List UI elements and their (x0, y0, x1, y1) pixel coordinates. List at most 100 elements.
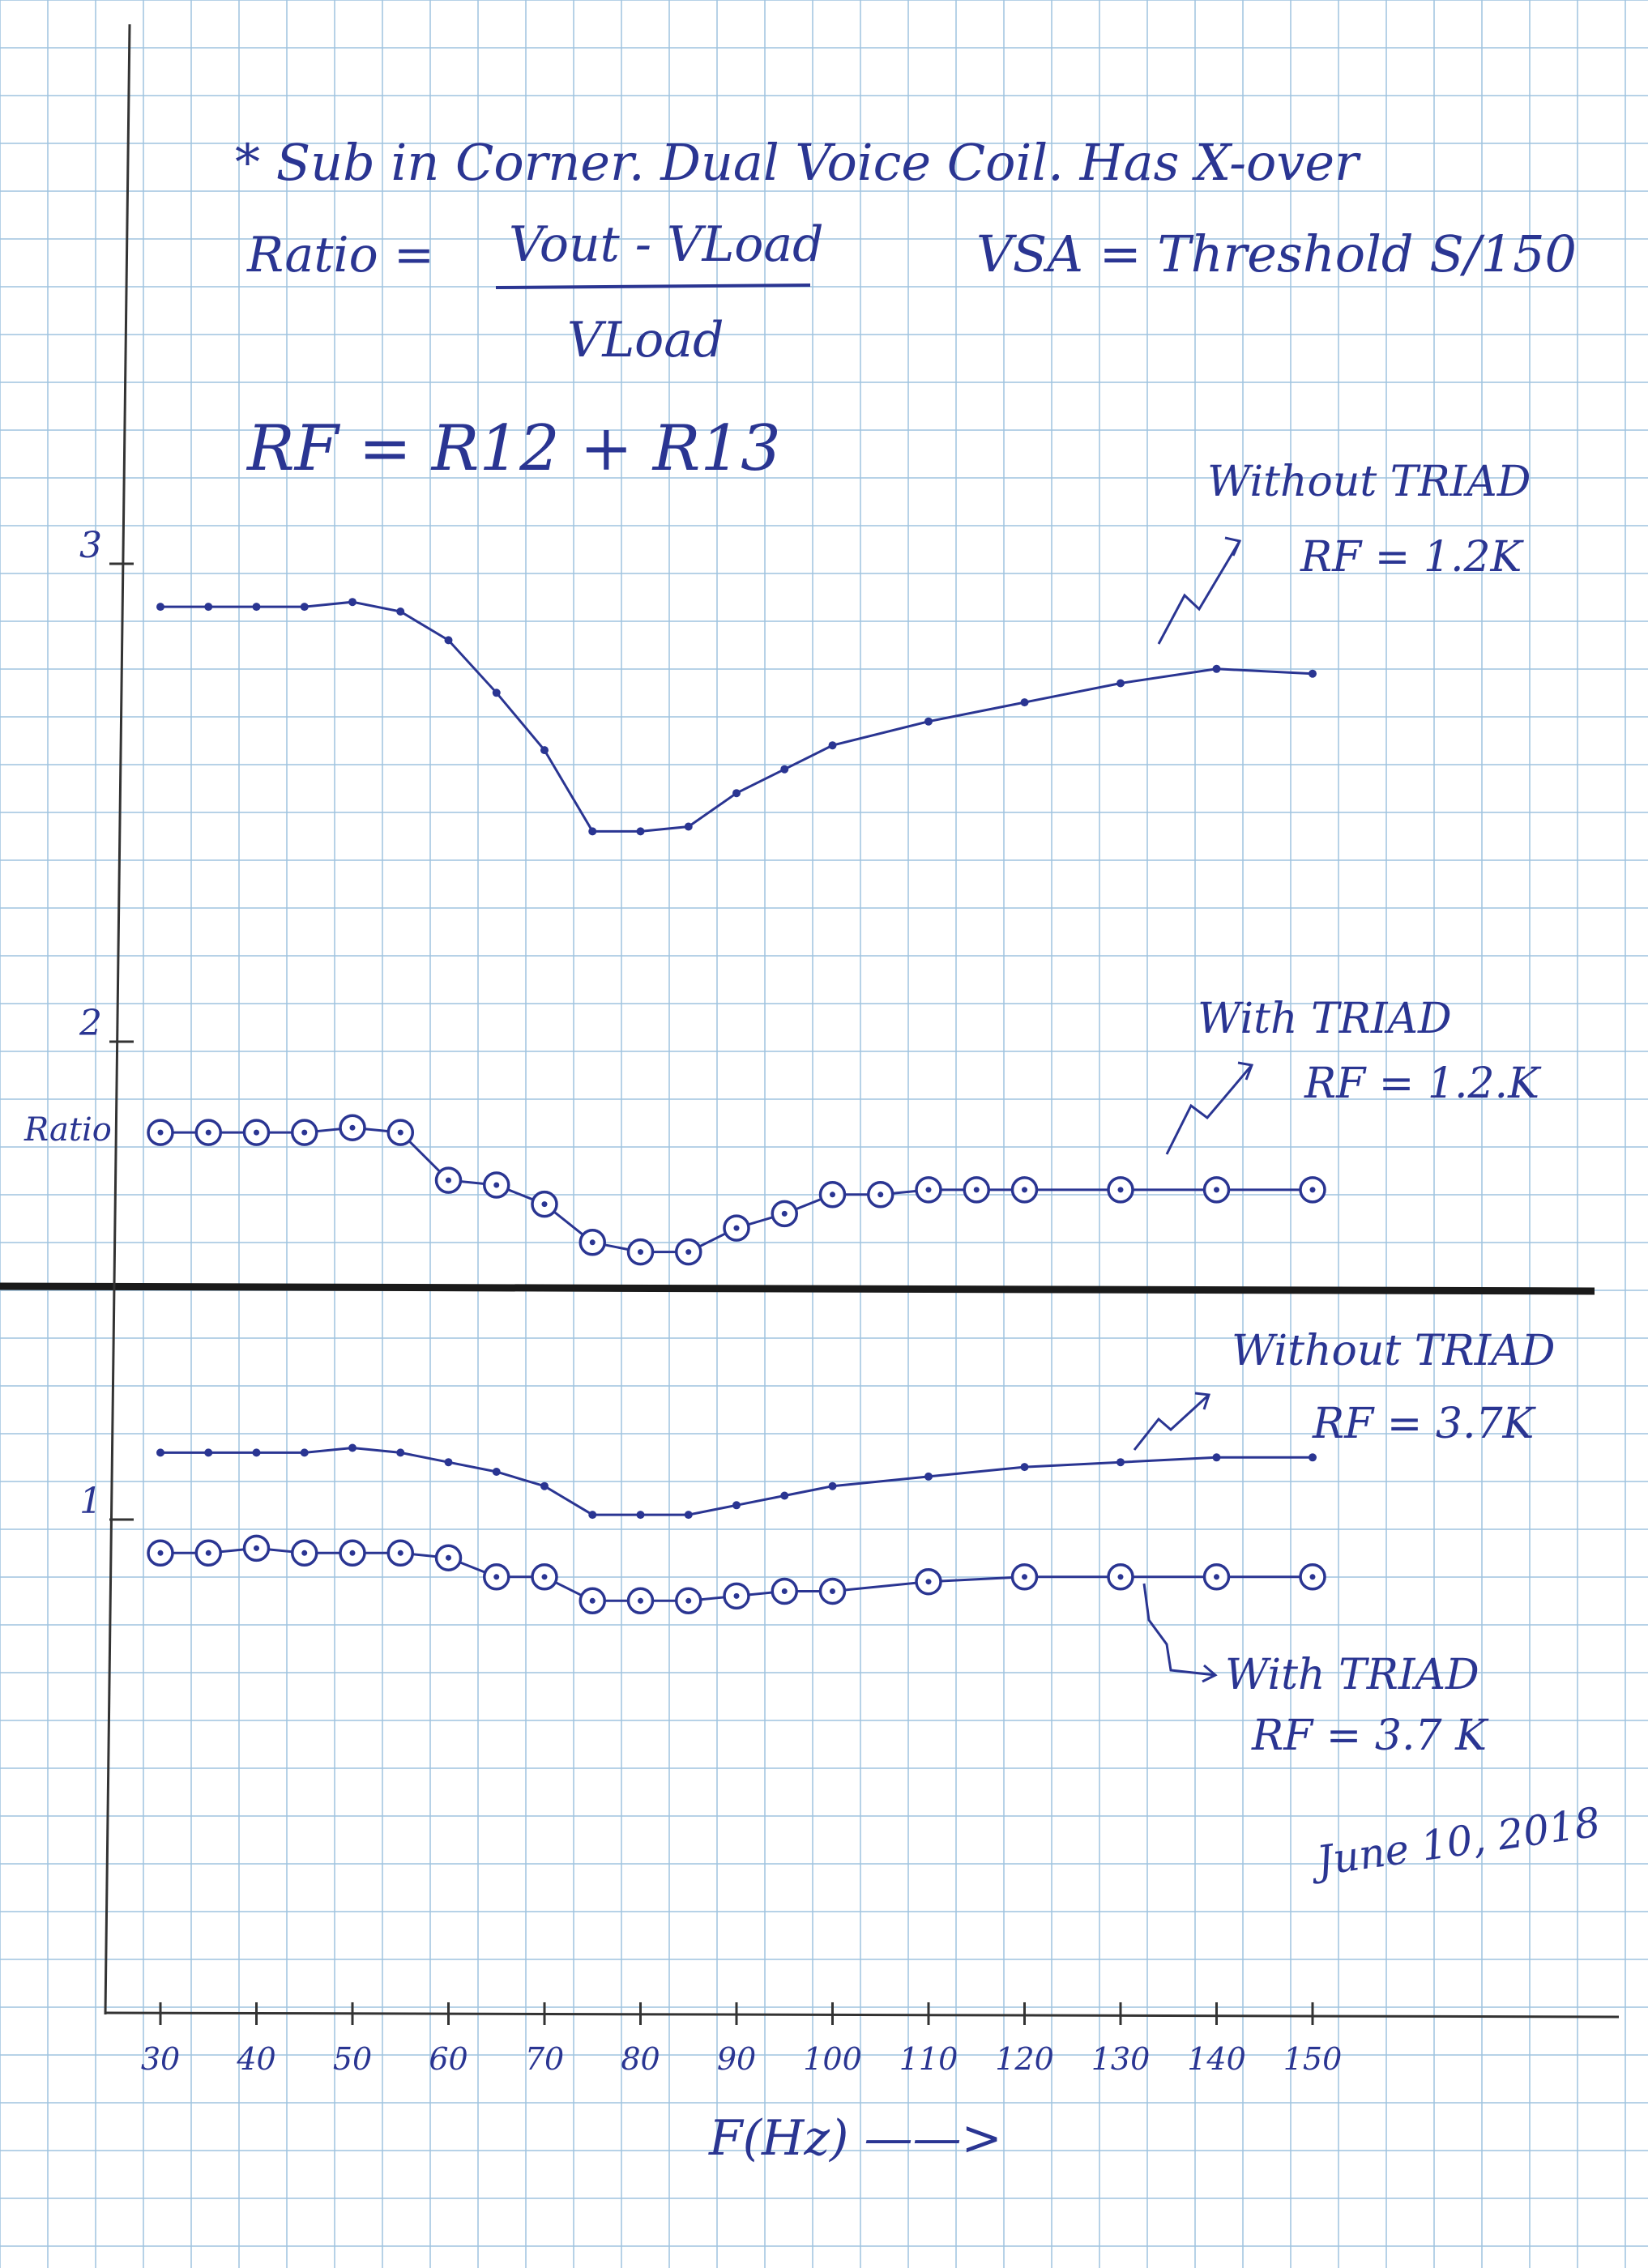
data-point-center (733, 1225, 740, 1231)
data-point-center (1117, 1574, 1124, 1580)
data-point (156, 603, 164, 612)
x-tick-label: 30 (141, 2041, 180, 2077)
data-point (156, 1448, 164, 1457)
label-rf-3: RF = 3.7K (1312, 1400, 1537, 1448)
data-point-center (205, 1129, 211, 1136)
data-point-center (1022, 1187, 1027, 1193)
data-point (444, 1458, 453, 1467)
data-point-center (1214, 1187, 1219, 1193)
data-point-center (877, 1192, 884, 1198)
arrow-with-triad-1 (1165, 1064, 1253, 1155)
data-point (300, 1448, 309, 1457)
data-point-center (925, 1579, 932, 1585)
arrow-without-triad-1 (1157, 540, 1241, 645)
data-point (300, 603, 309, 612)
data-point (1309, 1453, 1317, 1462)
arrow-with-triad-2 (1142, 1583, 1216, 1677)
label-with-triad-1: With TRIAD (1198, 995, 1452, 1043)
ratio-denominator: VLoad (567, 312, 724, 369)
data-point (1116, 1458, 1125, 1467)
data-point-center (254, 1545, 259, 1551)
label-rf-4: RF = 3.7 K (1251, 1712, 1489, 1760)
data-point-center (589, 1597, 596, 1604)
series-line-1 (160, 600, 1313, 833)
data-point-center (301, 1550, 308, 1556)
x-tick-label: 80 (621, 2041, 660, 2077)
x-tick-label: 130 (1091, 2041, 1151, 2077)
data-point-center (541, 1574, 548, 1580)
data-point (204, 1448, 213, 1457)
data-point (1212, 664, 1221, 673)
data-point-center (1214, 1574, 1219, 1580)
series-line-2 (160, 1126, 1313, 1254)
data-point (1020, 698, 1029, 707)
data-point (252, 603, 261, 612)
ratio-numerator: Vout - VLoad (509, 216, 824, 273)
data-point (204, 603, 213, 612)
label-rf-2: RF = 1.2.K (1304, 1059, 1542, 1108)
data-point (780, 1491, 789, 1500)
data-point-center (589, 1239, 596, 1246)
data-point (684, 822, 693, 831)
data-point-center (541, 1201, 548, 1208)
data-point-center (349, 1124, 356, 1131)
data-point-center (781, 1210, 788, 1217)
data-point (732, 1501, 741, 1510)
rf-formula: RF = R12 + R13 (245, 412, 781, 485)
x-tick-label: 40 (236, 2041, 275, 2077)
data-point-center (397, 1129, 403, 1136)
date-note: June 10, 2018 (1307, 1798, 1603, 1886)
x-tick-label: 90 (717, 2041, 756, 2077)
vsa-note: VSA = Threshold S/150 (976, 224, 1577, 284)
y-tick-label: 3 (79, 525, 102, 566)
x-axis (105, 2011, 1620, 2019)
data-point-center (733, 1592, 740, 1599)
data-point-center (925, 1187, 932, 1193)
data-point (1309, 669, 1317, 678)
data-point-center (157, 1129, 164, 1136)
data-point-center (638, 1249, 643, 1256)
data-point-center (781, 1588, 788, 1594)
x-axis-label: F(Hz) ——> (708, 2110, 1002, 2167)
x-tick-label: 60 (429, 2041, 468, 2077)
data-point (348, 1443, 356, 1452)
data-point-center (830, 1192, 835, 1198)
data-point (924, 717, 933, 726)
data-point (252, 1448, 261, 1457)
data-point-center (446, 1554, 451, 1561)
data-point-center (1022, 1574, 1027, 1580)
data-point (588, 827, 597, 836)
y-tick-label: 2 (79, 1003, 102, 1044)
data-point (828, 1481, 837, 1490)
fraction-bar (495, 284, 811, 289)
x-tick-label: 70 (525, 2041, 564, 2077)
data-point-center (349, 1550, 356, 1556)
data-point (1116, 679, 1125, 688)
data-point (540, 746, 549, 755)
data-point-center (1309, 1187, 1316, 1193)
data-point-center (1309, 1574, 1316, 1580)
ratio-lhs: Ratio = (246, 227, 434, 284)
data-point (588, 1511, 597, 1520)
data-point-center (638, 1597, 643, 1604)
x-tick-label: 140 (1187, 2041, 1246, 2077)
arrow-without-triad-2 (1133, 1393, 1210, 1451)
data-point (348, 598, 356, 607)
header-note: * Sub in Corner. Dual Voice Coil. Has X-… (235, 133, 1361, 192)
data-point (1020, 1463, 1029, 1472)
label-with-triad-2: With TRIAD (1225, 1651, 1479, 1699)
data-point-center (830, 1588, 835, 1594)
x-tick-label: 50 (333, 2041, 372, 2077)
data-point (396, 608, 405, 616)
data-point (444, 636, 453, 645)
label-without-triad-1: Without TRIAD (1207, 458, 1531, 506)
data-point-center (685, 1597, 692, 1604)
data-point (636, 827, 645, 836)
data-point (492, 1468, 501, 1476)
y-axis-label: Ratio (23, 1111, 112, 1149)
data-point-center (1117, 1187, 1124, 1193)
divider-line (0, 1282, 1595, 1295)
data-point-center (973, 1187, 980, 1193)
data-point-center (157, 1550, 164, 1556)
